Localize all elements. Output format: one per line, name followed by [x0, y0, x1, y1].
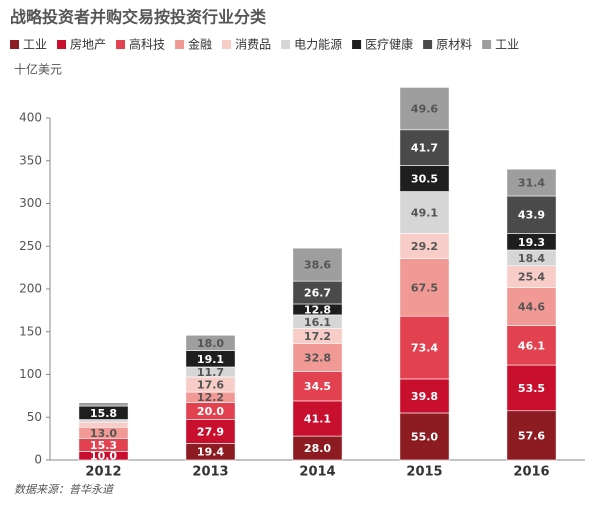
bar-segment — [399, 191, 450, 234]
value-label: 19.4 — [197, 446, 224, 459]
x-tick-label: 2014 — [299, 465, 335, 480]
value-label: 17.6 — [197, 379, 224, 392]
value-label: 25.4 — [518, 271, 545, 284]
value-label: 44.6 — [518, 301, 545, 314]
bar-segment — [399, 315, 450, 380]
y-tick-label: 50 — [27, 410, 42, 424]
value-label: 15.3 — [90, 439, 117, 452]
value-label: 31.4 — [518, 177, 545, 190]
legend-swatch — [352, 40, 362, 49]
y-axis-label: 十亿美元 — [14, 62, 62, 77]
legend-label: 消费品 — [235, 38, 271, 52]
value-label: 41.7 — [411, 142, 438, 155]
bar-segment — [292, 371, 343, 402]
value-label: 38.6 — [304, 259, 331, 272]
bar-segment — [292, 400, 343, 437]
bar-segment — [506, 168, 557, 197]
legend-label: 电力能源 — [294, 38, 342, 52]
bar-segment — [399, 129, 450, 166]
value-label: 15.8 — [90, 407, 117, 420]
value-label: 53.5 — [518, 382, 545, 395]
legend-swatch — [57, 40, 67, 49]
bar-segment — [292, 343, 343, 372]
value-label: 19.3 — [518, 236, 545, 249]
value-label: 43.9 — [518, 209, 545, 222]
y-tick-label: 100 — [19, 367, 42, 381]
legend-label: 工业 — [495, 38, 519, 52]
value-label: 19.1 — [197, 353, 224, 366]
value-label: 73.4 — [411, 342, 438, 355]
legend-label: 工业 — [23, 38, 47, 52]
bar-segment — [399, 165, 450, 192]
bar-segment — [506, 410, 557, 461]
bar-segment — [78, 402, 129, 407]
legend-swatch — [423, 40, 433, 49]
value-label: 67.5 — [411, 281, 438, 294]
value-label: 49.6 — [411, 103, 438, 116]
value-label: 30.5 — [411, 172, 438, 185]
legend-label: 医疗健康 — [365, 37, 413, 52]
value-label: 34.5 — [304, 380, 331, 393]
legend-swatch — [222, 40, 232, 49]
value-label: 13.0 — [90, 427, 117, 440]
value-label: 12.8 — [304, 303, 331, 316]
value-label: 46.1 — [518, 339, 545, 352]
legend-swatch — [175, 40, 185, 49]
value-label: 20.0 — [197, 405, 224, 418]
chart-title: 战略投资者并购交易按投资行业分类 — [10, 8, 267, 27]
y-tick-label: 200 — [19, 282, 42, 296]
x-tick-label: 2013 — [192, 465, 228, 480]
legend-label: 高科技 — [129, 37, 165, 52]
y-tick-label: 150 — [19, 324, 42, 338]
legend-swatch — [482, 40, 492, 49]
legend-swatch — [10, 40, 19, 49]
x-tick-label: 2016 — [513, 465, 549, 480]
legend-swatch — [281, 40, 291, 49]
value-label: 27.9 — [197, 425, 224, 438]
bar-segment — [292, 247, 343, 282]
bar-segment — [506, 364, 557, 412]
x-tick-label: 2012 — [85, 465, 121, 480]
x-tick-label: 2015 — [406, 465, 442, 480]
value-label: 32.8 — [304, 351, 331, 364]
legend-label: 房地产 — [70, 37, 106, 52]
value-label: 10.0 — [90, 450, 117, 463]
bar-segment — [506, 325, 557, 366]
value-label: 18.4 — [518, 252, 545, 265]
bar-segment — [399, 87, 450, 131]
value-label: 12.2 — [197, 391, 224, 404]
value-label: 17.2 — [304, 330, 331, 343]
bar-segment — [399, 258, 450, 317]
value-label: 26.7 — [304, 287, 331, 300]
y-tick-label: 350 — [19, 153, 42, 167]
legend-swatch — [116, 40, 126, 49]
source-note: 数据来源：普华永道 — [14, 483, 115, 496]
bar-segment — [78, 419, 129, 423]
bar-segment — [506, 287, 557, 326]
y-tick-label: 250 — [19, 239, 42, 253]
value-label: 41.1 — [304, 412, 331, 425]
bar-segment — [185, 334, 236, 351]
value-label: 11.7 — [197, 366, 224, 379]
legend-label: 原材料 — [436, 38, 472, 52]
value-label: 29.2 — [411, 240, 438, 253]
bar-segment — [399, 378, 450, 414]
legend-label: 金融 — [188, 37, 212, 52]
value-label: 57.6 — [518, 429, 545, 442]
bar-segment — [399, 412, 450, 461]
bar-segment — [399, 233, 450, 259]
value-label: 28.0 — [304, 442, 331, 455]
value-label: 18.0 — [197, 337, 224, 350]
y-tick-label: 400 — [19, 111, 42, 125]
value-label: 49.1 — [411, 207, 438, 220]
value-label: 55.0 — [411, 430, 438, 443]
bar-segment — [78, 421, 129, 428]
y-tick-label: 300 — [19, 196, 42, 210]
value-label: 16.1 — [304, 316, 331, 329]
value-label: 39.8 — [411, 390, 438, 403]
y-tick-label: 0 — [34, 453, 42, 467]
